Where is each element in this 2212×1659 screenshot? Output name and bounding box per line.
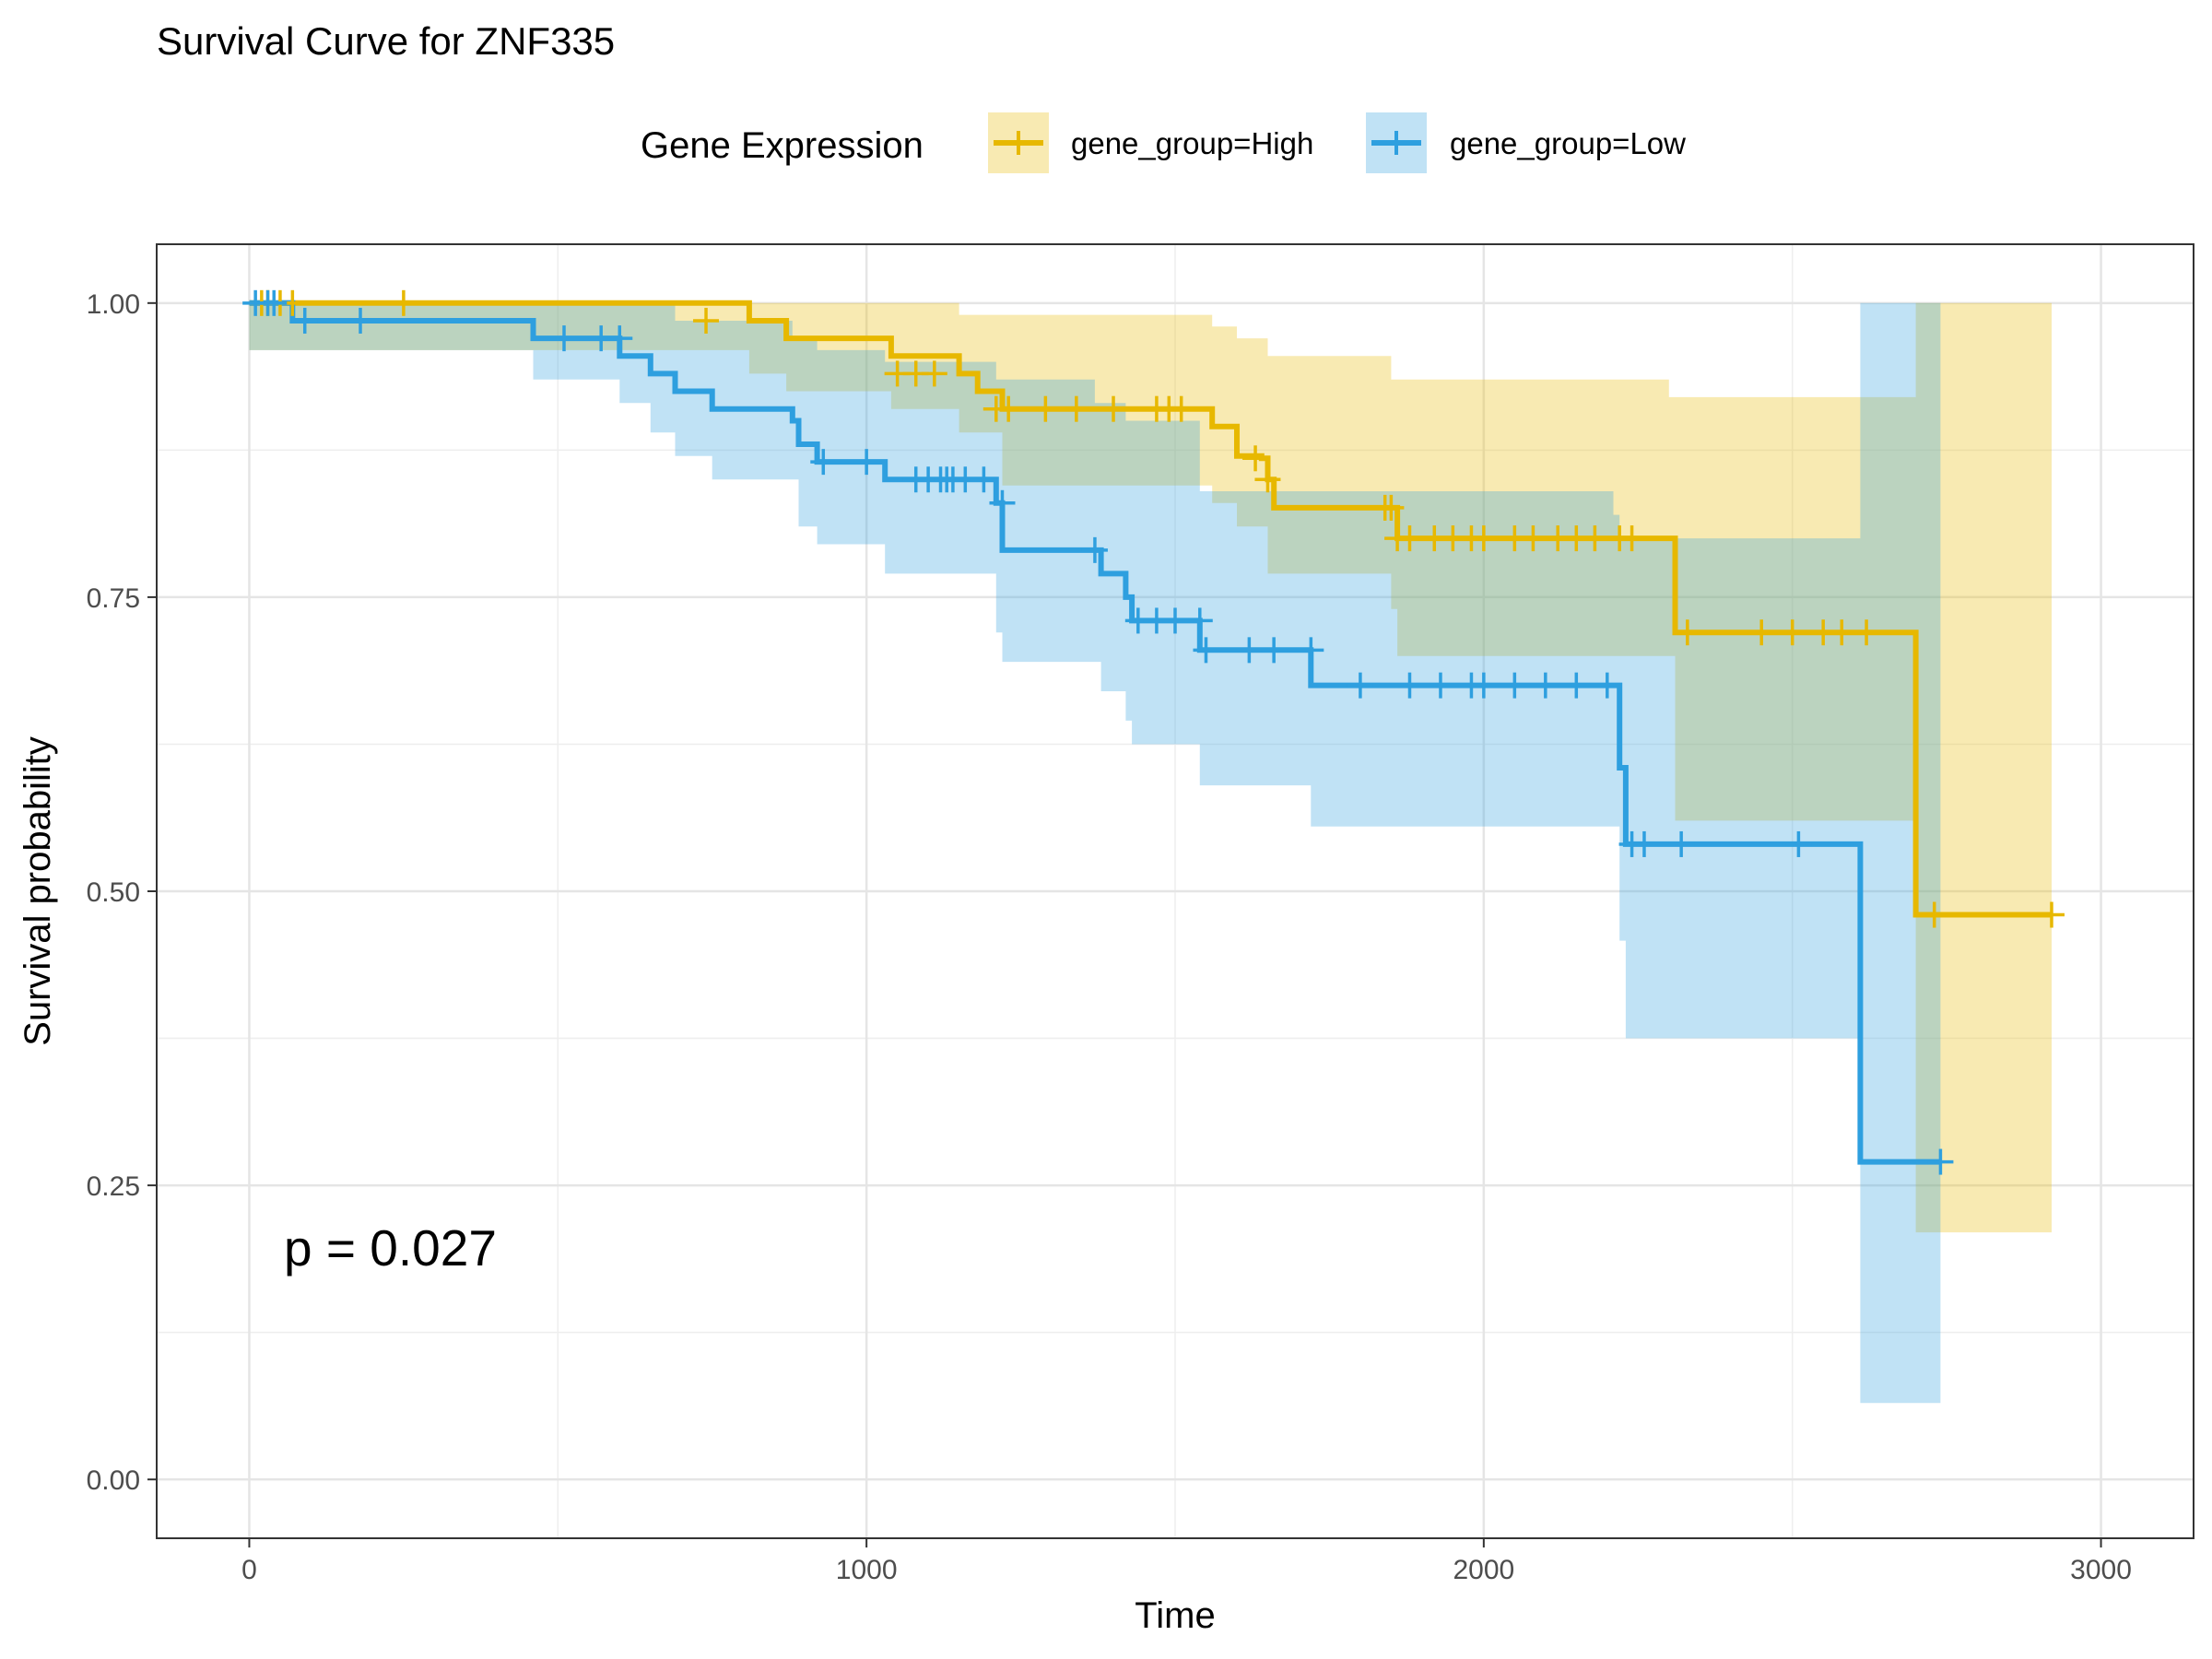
censor-mark-high <box>1396 525 1423 552</box>
censor-mark-low <box>347 307 373 334</box>
censor-mark-high <box>1168 395 1194 422</box>
censor-mark-high <box>1921 901 1947 928</box>
y-tick-label: 0.75 <box>87 583 140 614</box>
censor-mark-low <box>1347 672 1373 699</box>
legend-label-low: gene_group=Low <box>1450 126 1686 160</box>
censor-mark-high <box>1674 619 1700 646</box>
legend-title: Gene Expression <box>641 125 924 166</box>
censor-mark-low <box>1298 637 1324 664</box>
censor-mark-high <box>1582 525 1608 552</box>
censor-mark-low <box>1081 536 1108 563</box>
p-value-annotation: p = 0.027 <box>284 1219 497 1277</box>
censor-mark-high <box>1853 619 1880 646</box>
censor-mark-low <box>1427 672 1453 699</box>
plot-panel: p = 0.027 <box>156 243 2194 1539</box>
censor-mark-high <box>1063 395 1089 422</box>
legend-label-high: gene_group=High <box>1071 126 1313 160</box>
censor-mark-low <box>1501 672 1528 699</box>
x-tick-label: 1000 <box>836 1555 898 1585</box>
x-axis: 0 1000 2000 3000 <box>241 1538 2132 1585</box>
censor-mark-high <box>1779 619 1806 646</box>
censor-mark-low <box>810 449 837 476</box>
censor-mark-high <box>1520 525 1547 552</box>
x-tick-label: 2000 <box>1453 1555 1514 1585</box>
legend-item-high: gene_group=High <box>988 112 1313 173</box>
censor-mark-high <box>1470 525 1497 552</box>
censor-mark-low <box>1162 607 1188 634</box>
censor-mark-low <box>291 307 318 334</box>
censor-mark-high <box>390 289 417 316</box>
censor-mark-low <box>1630 830 1657 857</box>
censor-mark-low <box>1927 1148 1954 1175</box>
censor-marks <box>242 289 2065 1175</box>
censor-mark-high <box>2038 901 2065 928</box>
censor-mark-high <box>1378 494 1405 521</box>
survival-curve-high <box>249 300 2052 918</box>
censor-mark-low <box>1261 637 1288 664</box>
censor-mark-low <box>1470 672 1497 699</box>
censor-mark-high <box>1032 395 1059 422</box>
censor-mark-low <box>989 489 1016 516</box>
y-axis-label: Survival probability <box>18 736 58 1046</box>
legend-item-low: gene_group=Low <box>1366 112 1686 173</box>
censor-mark-low <box>1532 672 1559 699</box>
censor-mark-low <box>1236 637 1263 664</box>
ci-band-low <box>249 302 1941 1404</box>
legend: Gene Expression gene_group=High gene_gro… <box>641 112 1686 173</box>
censor-mark-low <box>1186 607 1213 634</box>
censor-mark-low <box>261 289 288 316</box>
censor-mark-low <box>1396 672 1423 699</box>
censor-mark-high <box>1254 466 1281 493</box>
censor-mark-low <box>1668 830 1695 857</box>
ci-band-high <box>249 302 2052 1233</box>
censor-mark-high <box>921 360 947 387</box>
y-axis: 0.00 0.25 0.50 0.75 1.00 <box>87 289 157 1496</box>
censor-mark-high <box>1829 619 1855 646</box>
censor-mark-low <box>1193 637 1219 664</box>
confidence-bands <box>249 302 2052 1404</box>
censor-mark-low <box>1594 672 1620 699</box>
censor-mark-high <box>995 395 1022 422</box>
censor-mark-high <box>1100 395 1127 422</box>
y-tick-label: 0.50 <box>87 877 140 908</box>
censor-mark-low <box>551 325 577 352</box>
censor-mark-low <box>853 449 880 476</box>
censor-mark-high <box>693 307 720 334</box>
y-tick-label: 0.00 <box>87 1465 140 1496</box>
x-tick-label: 0 <box>241 1555 257 1585</box>
censor-mark-low <box>606 325 633 352</box>
y-tick-label: 0.25 <box>87 1171 140 1202</box>
censor-mark-high <box>1748 619 1775 646</box>
y-tick-label: 1.00 <box>87 289 140 320</box>
grid-major <box>157 244 2194 1538</box>
x-axis-label: Time <box>1135 1595 1215 1636</box>
x-tick-label: 3000 <box>2070 1555 2132 1585</box>
chart-title: Survival Curve for ZNF335 <box>157 19 615 63</box>
censor-mark-low <box>971 466 997 493</box>
censor-mark-high <box>1242 445 1269 472</box>
censor-mark-high <box>1618 525 1645 552</box>
censor-mark-low <box>1785 830 1812 857</box>
censor-mark-low <box>1563 672 1590 699</box>
